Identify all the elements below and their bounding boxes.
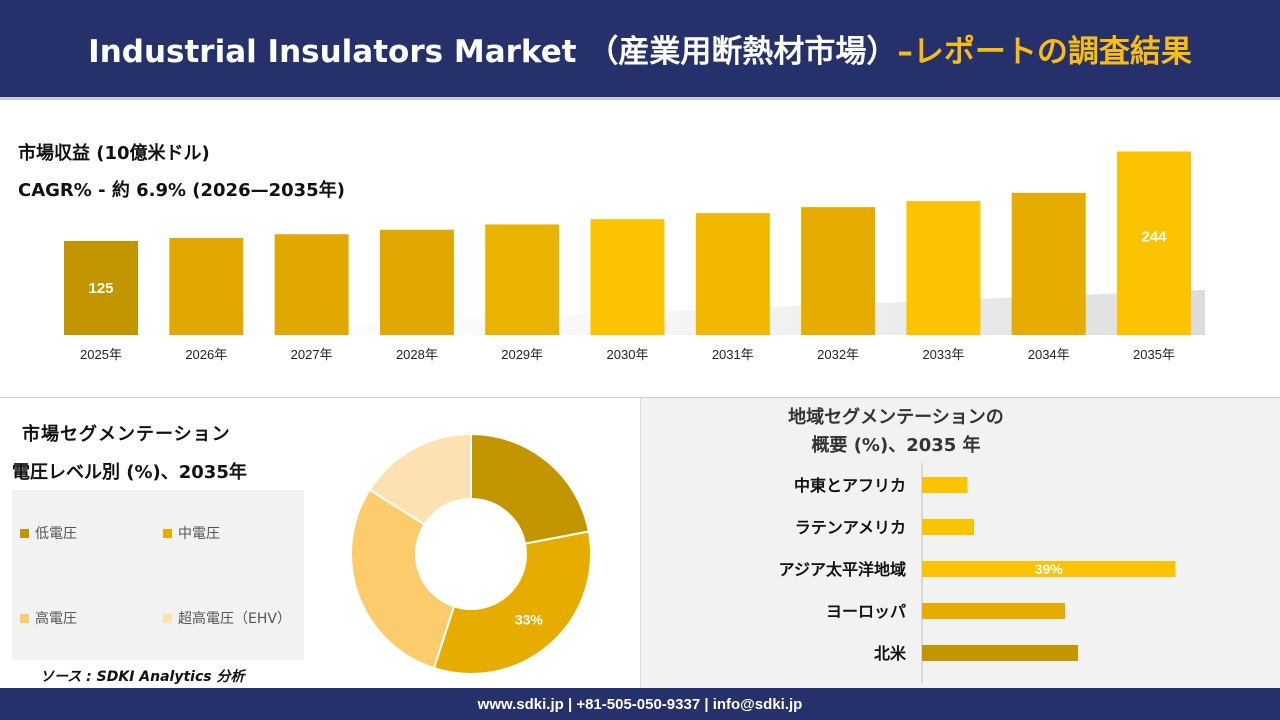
section-divider [0,397,1280,398]
donut-data-label: 33% [515,612,544,628]
revenue-bar [695,213,770,335]
donut-slice [470,432,591,545]
page-title-highlight: –レポートの調査結果 [897,34,1192,70]
revenue-bar [1011,192,1086,335]
revenue-bar [1117,151,1191,335]
revenue-bar [169,237,244,335]
donut-slice [432,530,592,675]
source-note: ソース : SDKI Analytics 分析 [40,669,245,685]
x-tick-label: 2029年 [501,347,543,362]
legend-item-high: 高電圧 [20,608,77,628]
footer-contact: www.sdki.jp | +81-505-050-9337 | info@sd… [0,688,1280,720]
header-banner: Industrial Insulators Market （産業用断熱材市場） … [0,0,1280,100]
x-tick-label: 2026年 [185,347,227,362]
x-tick-label: 2030年 [607,347,649,362]
bar-data-label: 125 [88,280,113,297]
revenue-label: 市場収益 (10億米ドル) [18,143,210,164]
cagr-label: CAGR% - 約 6.9% (2026—2035年) [18,180,345,201]
legend-item-ehv: 超高電圧（EHV） [163,608,291,628]
segment-title: 市場セグメンテーション [22,424,231,445]
region-category-label: 北米 [874,644,907,663]
region-title: 地域セグメンテーションの 概要 (%)、2035 年 [641,404,1151,460]
legend-item-medium: 中電圧 [163,523,220,543]
donut-legend: 低電圧 中電圧 高電圧 超高電圧（EHV） [12,490,304,660]
x-tick-label: 2034年 [1028,347,1070,362]
page-title: Industrial Insulators Market （産業用断熱材市場） [88,34,898,70]
x-tick-label: 2035年 [1133,347,1175,362]
legend-swatch-high [20,613,29,623]
region-title-line1: 地域セグメンテーションの [788,407,1004,428]
donut-slice [350,488,456,670]
revenue-bar [485,224,560,335]
segment-panel: 市場セグメンテーション 電圧レベル別 (%)、2035年 低電圧 中電圧 高電圧… [0,398,640,688]
legend-swatch-low [20,528,29,538]
voltage-donut-chart: 33% [350,432,592,675]
x-tick-label: 2025年 [80,347,122,362]
region-bar [922,561,1176,577]
revenue-bar [906,201,981,335]
revenue-bar [801,207,876,335]
revenue-bar [590,219,665,335]
x-tick-label: 2031年 [712,347,754,362]
region-category-label: アジア太平洋地域 [779,560,906,579]
region-category-label: ラテンアメリカ [795,518,906,537]
revenue-bar [379,229,454,335]
x-tick-label: 2027年 [291,347,333,362]
revenue-bar [64,241,138,335]
region-bar [922,645,1078,661]
legend-item-low: 低電圧 [20,523,77,543]
region-bar [922,603,1065,619]
legend-swatch-ehv [163,613,172,623]
x-tick-label: 2033年 [922,347,964,362]
legend-label-ehv: 超高電圧（EHV） [178,611,291,627]
region-data-label: 39% [1035,561,1064,577]
legend-label-medium: 中電圧 [178,526,220,542]
region-panel: 地域セグメンテーションの 概要 (%)、2035 年 中東とアフリカ ラテンアメリ… [641,398,1280,688]
donut-slice [368,432,472,526]
segment-subtitle: 電圧レベル別 (%)、2035年 [12,462,247,483]
x-tick-label: 2028年 [396,347,438,362]
region-title-line2: 概要 (%)、2035 年 [811,435,981,456]
revenue-bar [274,234,349,335]
region-category-label: ヨーロッパ [826,602,906,621]
legend-swatch-medium [163,528,172,538]
legend-label-high: 高電圧 [35,611,77,627]
panel-divider [640,398,641,688]
region-category-label: 中東とアフリカ [794,476,906,495]
region-bar [922,519,974,535]
bar-data-label: 244 [1141,229,1167,246]
region-bar [922,477,968,493]
x-tick-label: 2032年 [817,347,859,362]
revenue-bar-chart: 2025年 125 2026年 2027年 2028年 2029年 2030年 2031年 20… [64,151,1205,362]
legend-label-low: 低電圧 [35,526,77,542]
